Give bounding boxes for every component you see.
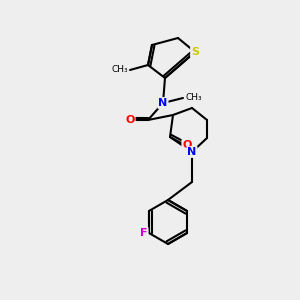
Text: F: F bbox=[140, 228, 148, 238]
Text: S: S bbox=[191, 47, 199, 57]
Text: O: O bbox=[182, 140, 192, 150]
Text: N: N bbox=[158, 98, 168, 108]
Text: CH₃: CH₃ bbox=[186, 94, 202, 103]
Text: N: N bbox=[188, 147, 196, 157]
Text: CH₃: CH₃ bbox=[111, 65, 128, 74]
Text: O: O bbox=[125, 115, 135, 125]
